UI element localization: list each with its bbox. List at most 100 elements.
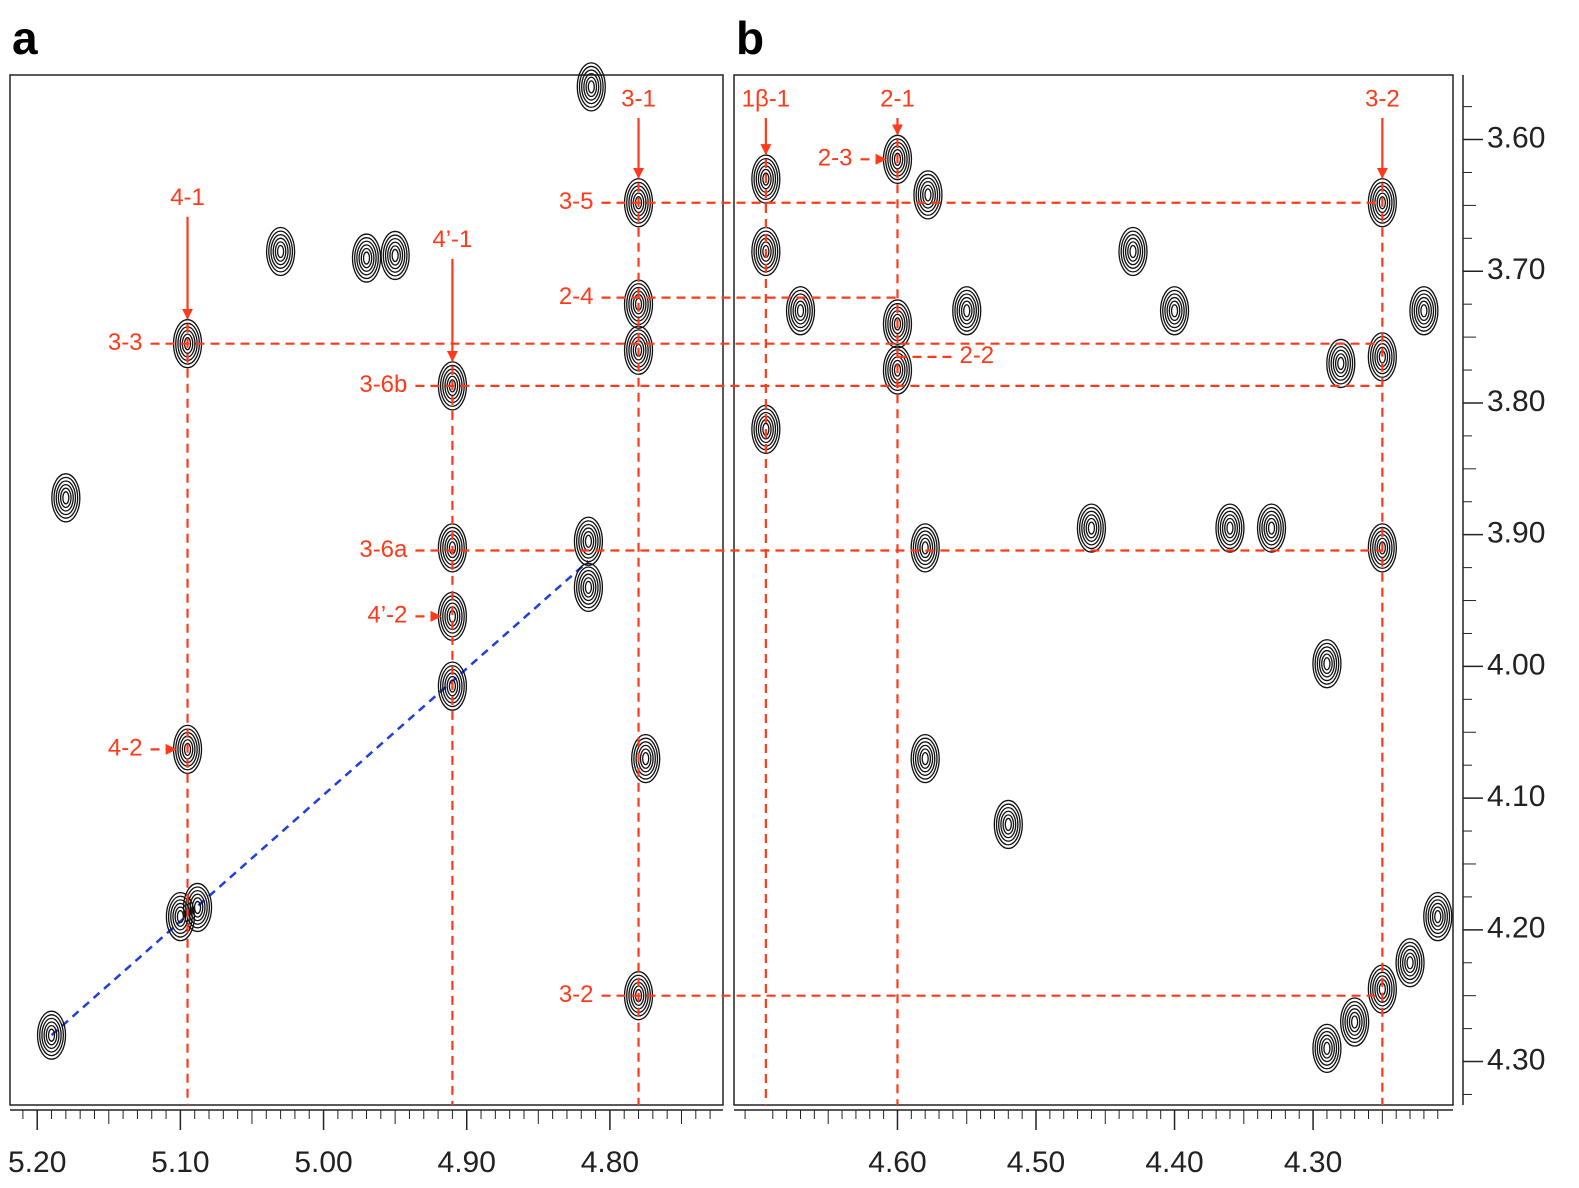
contour <box>1407 957 1413 969</box>
peak <box>911 524 939 572</box>
annotation-label: 3-6b <box>359 371 407 398</box>
annotation-label: 4-2 <box>108 735 143 762</box>
contour <box>916 174 940 215</box>
peak <box>574 563 602 611</box>
contour <box>1317 647 1336 681</box>
contour <box>1315 1028 1339 1069</box>
diagonal-line <box>52 561 589 1035</box>
contour <box>916 742 935 776</box>
peak <box>1313 640 1341 688</box>
panel-label: b <box>736 12 764 64</box>
annotation-label: 4’-1 <box>432 226 472 253</box>
peak <box>1258 504 1286 552</box>
contour <box>1227 522 1233 534</box>
peak <box>1313 1024 1341 1072</box>
contour <box>386 239 405 273</box>
contour <box>278 245 284 257</box>
annotation-label: 1β-1 <box>742 85 791 112</box>
contour <box>1398 942 1422 983</box>
contour <box>1082 511 1101 545</box>
x-tick-label: 4.30 <box>1284 1146 1342 1179</box>
y-tick-label: 3.70 <box>1487 253 1545 286</box>
contour <box>957 294 976 328</box>
contour <box>1123 235 1142 269</box>
plot-frame <box>10 75 723 1105</box>
contour <box>997 804 1021 845</box>
contour <box>577 567 601 608</box>
contour <box>56 481 75 515</box>
contour <box>1371 969 1395 1010</box>
annotation-label: 2-3 <box>818 145 853 172</box>
peak <box>1161 287 1189 335</box>
contour <box>791 294 810 328</box>
contour <box>1121 231 1145 272</box>
annotation-label: 3-1 <box>621 85 656 112</box>
contour <box>925 189 931 201</box>
annotation-label: 3-2 <box>559 981 594 1008</box>
contour <box>1165 294 1184 328</box>
contour <box>789 290 813 331</box>
peak <box>381 231 409 279</box>
annotation-label: 3-6a <box>359 536 408 563</box>
contour <box>1338 357 1344 369</box>
peak <box>574 517 602 565</box>
peak <box>994 800 1022 848</box>
peak <box>52 474 80 522</box>
contour <box>585 535 591 547</box>
contour <box>441 596 465 637</box>
contour <box>1260 508 1284 549</box>
contour <box>1412 290 1436 331</box>
contour <box>1329 343 1353 384</box>
contour <box>585 581 591 593</box>
contour <box>1426 896 1450 937</box>
contour <box>195 901 201 913</box>
contour <box>1220 511 1239 545</box>
peak <box>267 227 295 275</box>
contour <box>357 241 376 275</box>
peak <box>353 234 381 282</box>
contour <box>1269 522 1275 534</box>
plot-frame <box>734 75 1453 1105</box>
contour <box>1218 508 1242 549</box>
annotation-label: 4’-2 <box>367 602 407 629</box>
contour <box>1421 305 1427 317</box>
peak <box>1396 939 1424 987</box>
contour <box>186 887 210 928</box>
contour <box>1130 245 1136 257</box>
contour <box>1400 946 1419 980</box>
peak <box>786 287 814 335</box>
x-tick-label: 5.20 <box>8 1146 66 1179</box>
y-tick-label: 3.90 <box>1487 517 1545 550</box>
contour <box>797 305 803 317</box>
annotation-label: 2-4 <box>559 283 594 310</box>
contour <box>955 290 979 331</box>
contour <box>999 808 1018 842</box>
x-tick-label: 4.40 <box>1145 1146 1203 1179</box>
contour <box>1262 511 1281 545</box>
annotation-label: 3-2 <box>1365 85 1400 112</box>
contour <box>269 231 293 272</box>
contour <box>1352 1016 1358 1028</box>
contour <box>579 66 603 107</box>
x-tick-label: 4.90 <box>438 1146 496 1179</box>
x-tick-label: 5.00 <box>294 1146 352 1179</box>
peak <box>577 63 605 111</box>
peak <box>632 735 660 783</box>
peak <box>1341 998 1369 1046</box>
contour <box>355 238 379 279</box>
contour <box>916 531 935 565</box>
peak <box>1424 893 1452 941</box>
contour <box>1435 911 1441 923</box>
contour <box>579 524 598 558</box>
peak <box>1077 504 1105 552</box>
contour <box>577 521 601 562</box>
y-tick-label: 4.20 <box>1487 912 1545 945</box>
y-tick-label: 4.00 <box>1487 648 1545 681</box>
contour <box>1172 305 1178 317</box>
x-tick-label: 4.60 <box>868 1146 926 1179</box>
contour <box>922 753 928 765</box>
contour <box>271 235 290 269</box>
annotation-label: 2-2 <box>959 342 994 369</box>
contour <box>634 738 658 779</box>
contour <box>1324 658 1330 670</box>
